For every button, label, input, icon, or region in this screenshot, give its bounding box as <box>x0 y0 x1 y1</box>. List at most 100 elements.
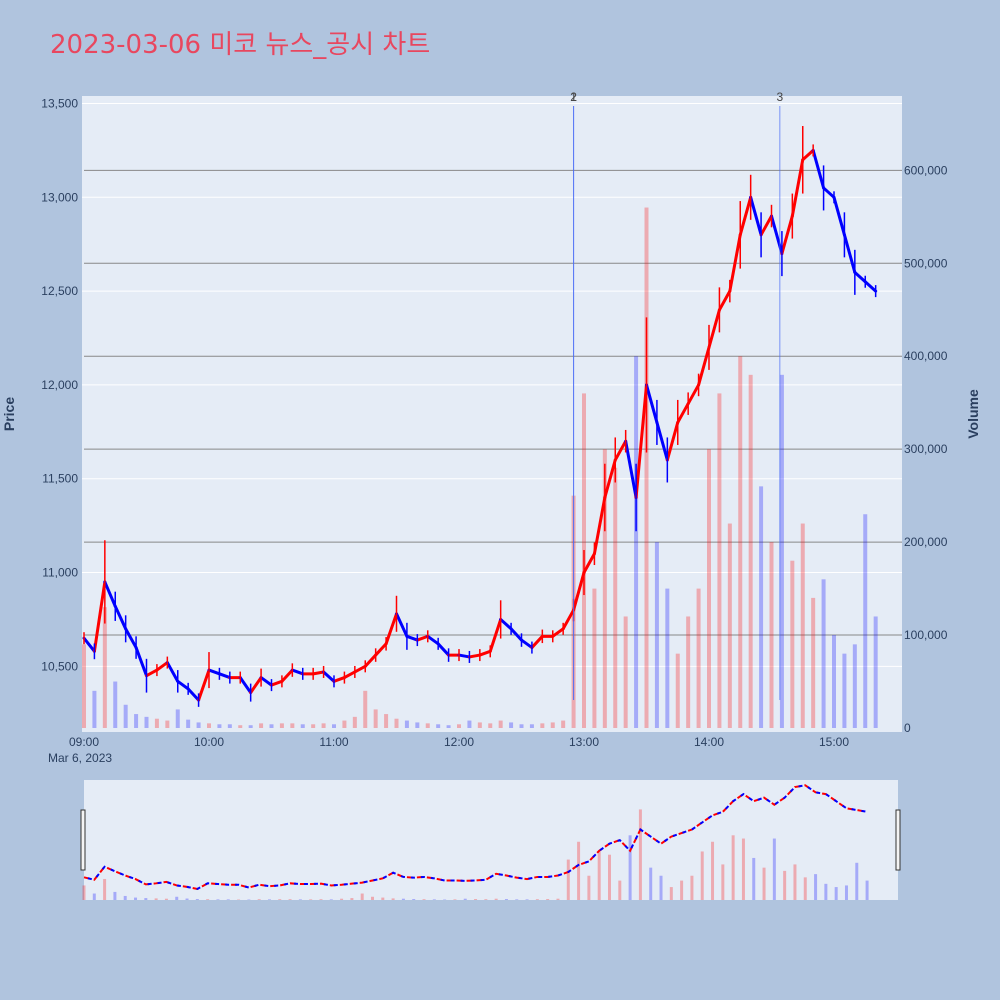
price-segment <box>113 604 128 631</box>
volume-bar <box>134 714 139 728</box>
price-segment <box>665 420 680 462</box>
range-slider-right-handle[interactable] <box>895 809 901 871</box>
chart-title: 2023-03-06 미코 뉴스_공시 차트 <box>50 30 431 60</box>
volume-bar <box>779 374 784 728</box>
mini-volume-bar <box>195 899 199 900</box>
volume-bar <box>519 724 524 728</box>
price-segment <box>155 661 169 672</box>
price-segment <box>645 383 659 424</box>
volume-bar <box>634 356 639 728</box>
price-segment <box>728 233 742 293</box>
price-segment <box>103 580 117 608</box>
mini-volume-bar <box>288 899 292 900</box>
volume-bar <box>821 579 826 728</box>
mini-volume-bar <box>587 875 591 900</box>
price-tick-label: 11,000 <box>42 566 78 580</box>
price-segment <box>197 668 211 702</box>
mini-volume-bar <box>257 899 261 900</box>
mini-volume-bar <box>762 867 766 900</box>
x-tick-label: 13:00 <box>569 735 599 749</box>
volume-bar <box>696 588 701 728</box>
price-segment <box>520 638 534 650</box>
volume-bar <box>811 597 816 728</box>
main-plot-area[interactable] <box>82 96 902 732</box>
volume-bar <box>477 722 482 728</box>
mini-volume-bar <box>185 898 189 900</box>
mini-volume-bar <box>814 874 818 900</box>
volume-bar <box>92 690 97 728</box>
volume-bar <box>342 720 347 728</box>
volume-bar <box>82 644 86 728</box>
price-tick-label: 11,500 <box>42 472 78 486</box>
price-segment <box>332 676 346 683</box>
price-segment <box>290 668 305 676</box>
volume-bar <box>488 723 493 728</box>
price-segment <box>238 676 253 695</box>
mini-volume-bar <box>226 899 230 900</box>
price-segment <box>217 672 232 680</box>
price-segment <box>551 627 565 638</box>
volume-bar <box>602 449 607 728</box>
volume-bar <box>196 722 201 728</box>
mini-volume-bar <box>422 899 426 900</box>
volume-bar <box>144 716 149 728</box>
mini-volume-bar <box>267 899 271 900</box>
price-segment <box>592 495 607 556</box>
volume-bar <box>613 467 618 728</box>
mini-volume-bar <box>381 897 385 900</box>
price-gridlines <box>82 103 902 667</box>
mini-volume-bar <box>134 897 138 900</box>
price-segment <box>124 627 138 650</box>
mini-volume-bar <box>649 867 653 900</box>
mini-volume-bar <box>515 899 519 900</box>
volume-bar <box>102 607 107 728</box>
volume-bar <box>529 724 534 728</box>
range-slider-volume <box>82 809 869 900</box>
volume-bar <box>832 635 836 728</box>
mini-volume-bar <box>680 880 684 900</box>
mini-volume-bar <box>494 898 498 900</box>
mini-volume-bar <box>123 895 127 900</box>
price-segment <box>165 661 180 683</box>
range-slider-left-handle[interactable] <box>80 809 86 871</box>
price-segment <box>176 679 190 691</box>
mini-volume-bar <box>463 898 467 900</box>
price-segment <box>467 653 482 659</box>
volume-bar <box>425 723 430 728</box>
price-segment <box>311 670 326 676</box>
price-tick-label: 13,500 <box>41 97 78 111</box>
volume-bar <box>207 723 211 728</box>
mini-volume-bar <box>618 880 622 900</box>
volume-bar <box>259 723 264 728</box>
x-tick-label: 14:00 <box>694 735 724 749</box>
range-slider[interactable] <box>84 780 898 900</box>
mini-volume-bar <box>453 899 457 900</box>
volume-bar <box>675 653 680 728</box>
price-segment <box>322 670 336 683</box>
mini-volume-bar <box>484 899 488 900</box>
volume-bar <box>238 725 243 728</box>
mini-volume-bar <box>144 898 148 900</box>
volume-tick-label: 0 <box>904 721 911 735</box>
volume-bar <box>404 720 409 728</box>
price-segment <box>92 580 107 653</box>
volume-bar <box>227 724 232 728</box>
mini-volume-bar <box>855 862 859 900</box>
mini-volume-bar <box>566 859 570 900</box>
mini-volume-bar <box>360 893 364 900</box>
x-tick-label: 10:00 <box>194 735 224 749</box>
price-segment <box>822 186 836 199</box>
volume-tick-label: 200,000 <box>904 535 948 549</box>
price-segment <box>82 636 96 653</box>
x-tick-label: 11:00 <box>319 735 348 749</box>
mini-volume-bar <box>82 885 86 900</box>
mini-volume-bar <box>741 838 745 900</box>
price-segment <box>342 670 357 680</box>
volume-bar <box>717 393 722 728</box>
price-segment <box>259 676 273 687</box>
price-segment <box>863 280 878 293</box>
price-segment <box>530 634 544 650</box>
price-segment <box>207 668 221 676</box>
